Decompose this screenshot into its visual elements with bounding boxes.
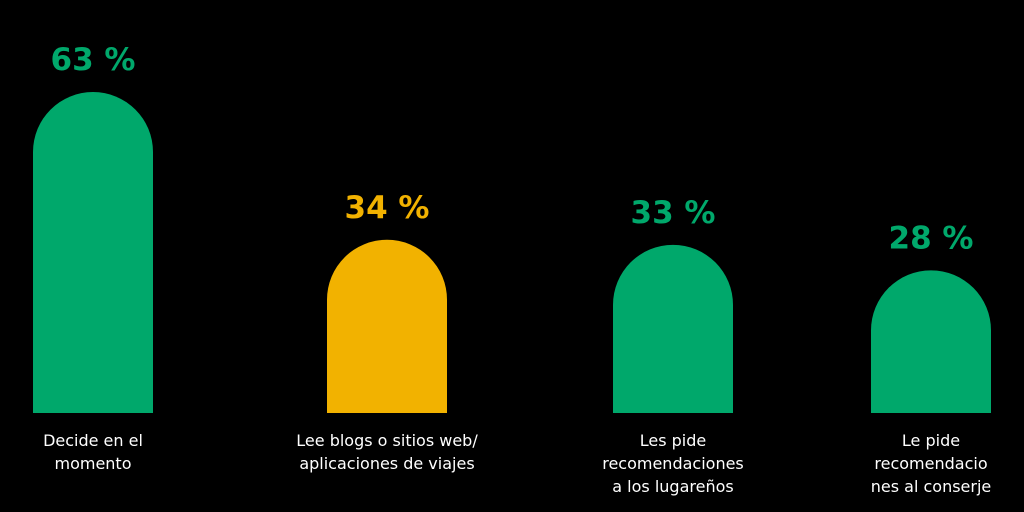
value-label: 33 %	[631, 195, 716, 231]
category-label: nes al conserje	[871, 477, 992, 496]
value-label: 28 %	[889, 220, 974, 256]
bar	[871, 270, 992, 413]
bar	[327, 239, 447, 413]
category-label: momento	[54, 454, 131, 473]
category-label: Lee blogs o sitios web/	[296, 431, 478, 450]
category-label: Le pide	[902, 431, 960, 450]
category-label: Les pide	[640, 431, 707, 450]
value-label: 34 %	[345, 190, 430, 226]
category-label: a los lugareños	[612, 477, 733, 496]
category-label: recomendacio	[874, 454, 987, 473]
category-label: recomendaciones	[602, 454, 744, 473]
bar	[33, 92, 153, 413]
bar	[613, 244, 733, 413]
value-label: 63 %	[51, 42, 136, 78]
category-label: aplicaciones de viajes	[299, 454, 474, 473]
category-label: Decide en el	[43, 431, 143, 450]
